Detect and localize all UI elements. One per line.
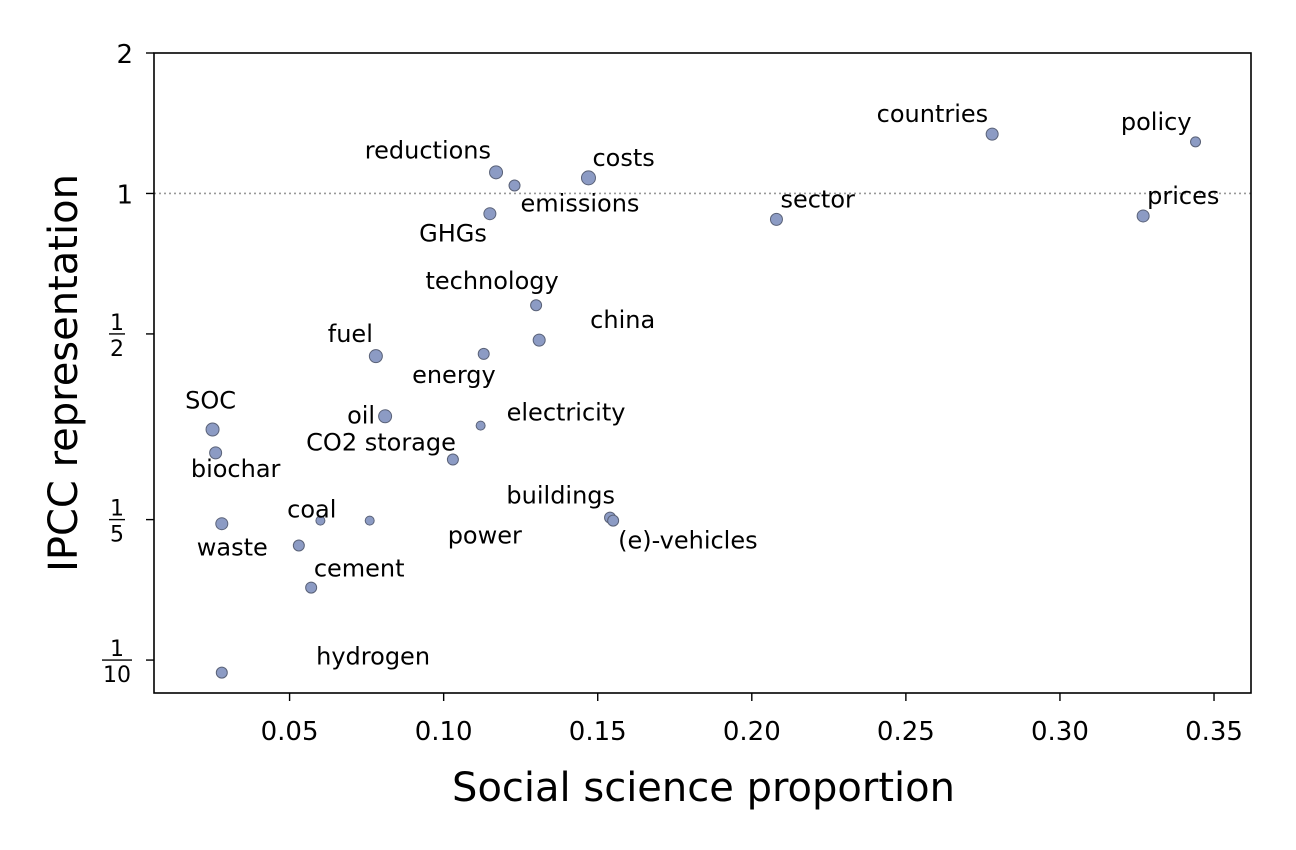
data-point-fuel — [368, 349, 383, 364]
point-label: biochar — [191, 455, 281, 483]
data-point-hydrogen — [305, 581, 318, 594]
point-label: hydrogen — [316, 643, 430, 671]
data-point-electricity — [475, 420, 486, 431]
y-tick-numerator: 1 — [110, 497, 124, 522]
data-point-policy — [1190, 136, 1202, 148]
point-label: oil — [347, 401, 375, 429]
point-label: power — [448, 522, 522, 550]
data-point-oil — [378, 409, 393, 424]
data-point-countries — [985, 127, 999, 141]
data-point-sector — [769, 212, 783, 226]
point-label: sector — [780, 185, 855, 213]
y-tick-numerator: 1 — [110, 637, 124, 662]
y-tick-label: 1 — [116, 180, 133, 210]
point-label: fuel — [328, 320, 373, 348]
data-point-prices — [1136, 209, 1150, 223]
y-tick-fraction-label: 12 — [109, 311, 125, 362]
x-tick-label: 0.10 — [415, 717, 473, 747]
point-label: CO2 storage — [306, 429, 456, 457]
y-tick-numerator: 1 — [110, 311, 124, 336]
point-label: buildings — [506, 482, 615, 510]
data-point-waste — [215, 517, 229, 531]
x-tick-label: 0.20 — [723, 717, 781, 747]
data-point-cement — [292, 539, 305, 552]
point-label: electricity — [507, 399, 626, 427]
data-point-soc — [205, 422, 220, 437]
point-labels-layer: countries policy reductions costs emissions s… — [185, 100, 1219, 670]
point-label: cement — [314, 555, 405, 583]
point-label: (e)-vehicles — [618, 527, 758, 555]
plot-area-frame — [153, 52, 1252, 694]
x-tick-label: 0.15 — [569, 717, 627, 747]
data-point-emissions — [508, 179, 521, 192]
data-point-reductions — [489, 165, 504, 180]
y-axis-title: IPCC representation — [41, 174, 87, 572]
point-label: china — [590, 306, 655, 334]
data-point-power — [364, 515, 375, 526]
y-tick-fraction-label: 15 — [109, 497, 125, 548]
y-tick-denominator: 5 — [110, 523, 124, 548]
data-point-energy — [477, 347, 490, 360]
point-label: costs — [592, 144, 654, 172]
data-point — [215, 666, 228, 679]
points-layer — [205, 127, 1202, 679]
x-tick-label: 0.05 — [261, 717, 319, 747]
data-point-coal — [315, 515, 326, 526]
data-point-technology — [530, 299, 543, 312]
data-point-co2-storage — [446, 453, 459, 466]
data-point-ghgs — [483, 207, 497, 221]
x-axis-title: Social science proportion — [452, 765, 955, 811]
point-label: countries — [877, 100, 989, 128]
y-tick-fraction-label: 110 — [102, 637, 132, 688]
point-label: waste — [197, 534, 268, 562]
x-tick-label: 0.30 — [1031, 717, 1089, 747]
x-axis-ticks: 0.05 0.10 0.15 0.20 0.25 0.30 0.35 — [261, 693, 1243, 747]
point-label: SOC — [185, 386, 236, 414]
point-label: coal — [287, 496, 336, 524]
x-tick-label: 0.35 — [1185, 717, 1243, 747]
data-point-costs — [580, 170, 596, 186]
data-point--e-vehicles — [607, 514, 620, 527]
x-tick-label: 0.25 — [877, 717, 935, 747]
point-label: GHGs — [419, 220, 487, 248]
point-label: technology — [425, 267, 558, 295]
point-label: policy — [1121, 108, 1192, 136]
y-tick-label: 2 — [116, 40, 133, 70]
point-label: emissions — [521, 190, 640, 218]
point-label: energy — [412, 361, 496, 389]
point-label: prices — [1147, 182, 1219, 210]
point-label: reductions — [365, 136, 491, 164]
y-tick-denominator: 2 — [110, 337, 124, 362]
data-point-biochar — [209, 446, 223, 460]
data-point-china — [532, 333, 546, 347]
y-tick-denominator: 10 — [103, 663, 131, 688]
